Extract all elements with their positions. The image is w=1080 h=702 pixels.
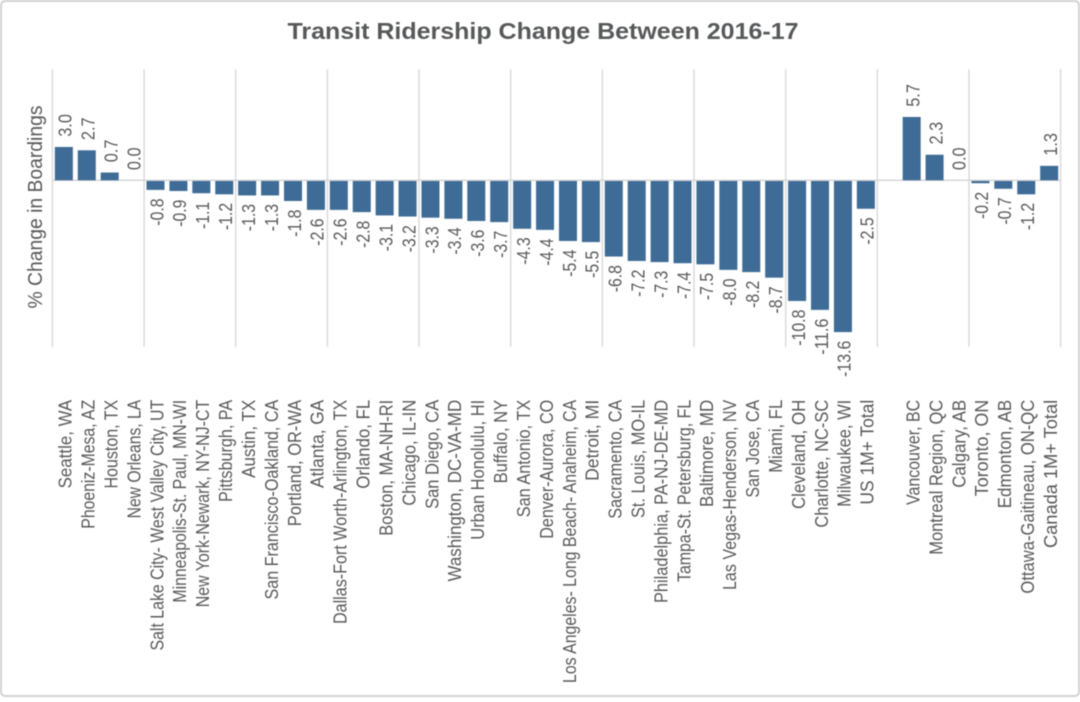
svg-text:-3.1: -3.1	[377, 224, 397, 251]
svg-text:-7.2: -7.2	[629, 270, 649, 297]
svg-text:1.3: 1.3	[1041, 133, 1061, 156]
svg-text:San Jose, CA: San Jose, CA	[743, 400, 763, 498]
svg-text:Toronto, ON: Toronto, ON	[972, 400, 992, 496]
svg-text:-7.5: -7.5	[697, 273, 717, 300]
svg-text:Atlanta, GA: Atlanta, GA	[308, 400, 328, 488]
svg-text:St. Louis, MO-IL: St. Louis, MO-IL	[629, 400, 649, 518]
svg-text:-1.3: -1.3	[239, 204, 259, 231]
svg-text:-8.2: -8.2	[743, 281, 763, 308]
svg-text:San Diego, CA: San Diego, CA	[422, 400, 442, 509]
svg-text:Sacramento, CA: Sacramento, CA	[606, 400, 626, 519]
svg-text:0.7: 0.7	[102, 140, 122, 163]
svg-text:-5.5: -5.5	[583, 251, 603, 278]
svg-text:-2.6: -2.6	[308, 219, 328, 246]
svg-text:Las Vegas-Henderson, NV: Las Vegas-Henderson, NV	[720, 400, 740, 590]
svg-text:Milwaukee, WI: Milwaukee, WI	[835, 400, 855, 507]
svg-text:-8.0: -8.0	[720, 279, 740, 306]
svg-text:0.0: 0.0	[949, 147, 969, 170]
svg-text:-3.6: -3.6	[468, 230, 488, 257]
svg-text:-10.8: -10.8	[789, 310, 809, 346]
svg-text:-2.8: -2.8	[354, 221, 374, 248]
svg-text:Calgary, AB: Calgary, AB	[949, 400, 969, 488]
svg-text:-1.2: -1.2	[216, 203, 236, 230]
svg-text:-2.5: -2.5	[858, 217, 878, 244]
svg-text:Houston, TX: Houston, TX	[102, 400, 122, 489]
svg-text:Dallas-Fort Worth-Arlington, T: Dallas-Fort Worth-Arlington, TX	[331, 400, 351, 624]
svg-text:Miami, FL: Miami, FL	[766, 400, 786, 473]
svg-text:-1.1: -1.1	[193, 202, 213, 229]
svg-text:New Orleans, LA: New Orleans, LA	[124, 400, 144, 519]
svg-text:-7.4: -7.4	[674, 272, 694, 299]
svg-text:Tampa-St. Petersburg, FL: Tampa-St. Petersburg, FL	[674, 400, 694, 582]
svg-text:Cleveland, OH: Cleveland, OH	[789, 400, 809, 509]
svg-text:Edmonton, AB: Edmonton, AB	[995, 400, 1015, 509]
svg-text:-8.7: -8.7	[766, 286, 786, 313]
svg-text:Denver-Aurora, CO: Denver-Aurora, CO	[537, 400, 557, 539]
svg-text:Ottawa-Gaitineau, ON-QC: Ottawa-Gaitineau, ON-QC	[1018, 400, 1038, 594]
svg-text:San Francisco-Oakland, CA: San Francisco-Oakland, CA	[262, 400, 282, 600]
svg-text:Washington, DC-VA-MD: Washington, DC-VA-MD	[445, 400, 465, 582]
svg-text:-7.3: -7.3	[651, 271, 671, 298]
svg-text:-0.2: -0.2	[972, 192, 992, 219]
svg-text:-3.2: -3.2	[399, 225, 419, 252]
svg-text:-3.3: -3.3	[422, 226, 442, 253]
svg-text:3.0: 3.0	[56, 114, 76, 137]
svg-text:-4.3: -4.3	[514, 237, 534, 264]
svg-text:Boston, MA-NH-RI: Boston, MA-NH-RI	[377, 400, 397, 536]
svg-text:-6.8: -6.8	[606, 265, 626, 292]
svg-text:-4.4: -4.4	[537, 239, 557, 266]
svg-text:New York-Newark, NY-NJ-CT: New York-Newark, NY-NJ-CT	[193, 400, 213, 608]
svg-text:San Antonio, TX: San Antonio, TX	[514, 400, 534, 518]
svg-text:Orlando, FL: Orlando, FL	[354, 400, 374, 489]
svg-text:-3.4: -3.4	[445, 227, 465, 254]
svg-text:Salt Lake City- West Valley Ci: Salt Lake City- West Valley City, UT	[147, 400, 167, 651]
svg-text:-5.4: -5.4	[560, 250, 580, 277]
svg-text:-11.6: -11.6	[812, 319, 832, 355]
svg-text:Minneapolis-St. Paul, MN-WI: Minneapolis-St. Paul, MN-WI	[170, 400, 190, 603]
svg-text:0.0: 0.0	[124, 147, 144, 170]
svg-text:Portland, OR-WA: Portland, OR-WA	[285, 400, 305, 526]
svg-text:Buffalo, NY: Buffalo, NY	[491, 400, 511, 484]
svg-text:-3.7: -3.7	[491, 231, 511, 258]
svg-text:Montreal Region, QC: Montreal Region, QC	[926, 400, 946, 555]
svg-text:2.3: 2.3	[926, 122, 946, 145]
svg-text:Transit Ridership Change Betwe: Transit Ridership Change Between 2016-17	[288, 18, 799, 44]
svg-text:Canada 1M+ Total: Canada 1M+ Total	[1041, 400, 1061, 548]
svg-text:Phoeniz-Mesa, AZ: Phoeniz-Mesa, AZ	[79, 400, 99, 529]
svg-text:Urban Honolulu, HI: Urban Honolulu, HI	[468, 400, 488, 540]
svg-text:Austin, TX: Austin, TX	[239, 400, 259, 478]
svg-text:-13.6: -13.6	[835, 341, 855, 377]
svg-text:Pittsburgh, PA: Pittsburgh, PA	[216, 400, 236, 502]
svg-text:Baltimore, MD: Baltimore, MD	[697, 400, 717, 507]
svg-text:5.7: 5.7	[904, 84, 924, 107]
svg-text:-1.3: -1.3	[262, 204, 282, 231]
svg-text:-0.8: -0.8	[147, 199, 167, 226]
svg-text:Los Angeles- Long Beach- Anahe: Los Angeles- Long Beach- Anaheim, CA	[560, 400, 580, 683]
svg-text:Seattle, WA: Seattle, WA	[56, 400, 76, 489]
svg-text:Detroit, MI: Detroit, MI	[583, 400, 603, 481]
svg-text:-1.2: -1.2	[1018, 203, 1038, 230]
svg-text:-1.8: -1.8	[285, 210, 305, 237]
svg-text:Charlotte, NC-SC: Charlotte, NC-SC	[812, 400, 832, 528]
svg-text:Chicago, IL-IN: Chicago, IL-IN	[399, 400, 419, 506]
svg-text:-2.6: -2.6	[331, 219, 351, 246]
svg-text:-0.9: -0.9	[170, 200, 190, 227]
svg-text:Philadelphia, PA-NJ-DE-MD: Philadelphia, PA-NJ-DE-MD	[651, 400, 671, 603]
svg-text:2.7: 2.7	[79, 117, 99, 140]
svg-text:-0.7: -0.7	[995, 197, 1015, 224]
svg-text:% Change in Boardings: % Change in Boardings	[25, 106, 47, 309]
svg-text:US 1M+ Total: US 1M+ Total	[858, 400, 878, 505]
svg-text:Vancouver, BC: Vancouver, BC	[904, 400, 924, 505]
